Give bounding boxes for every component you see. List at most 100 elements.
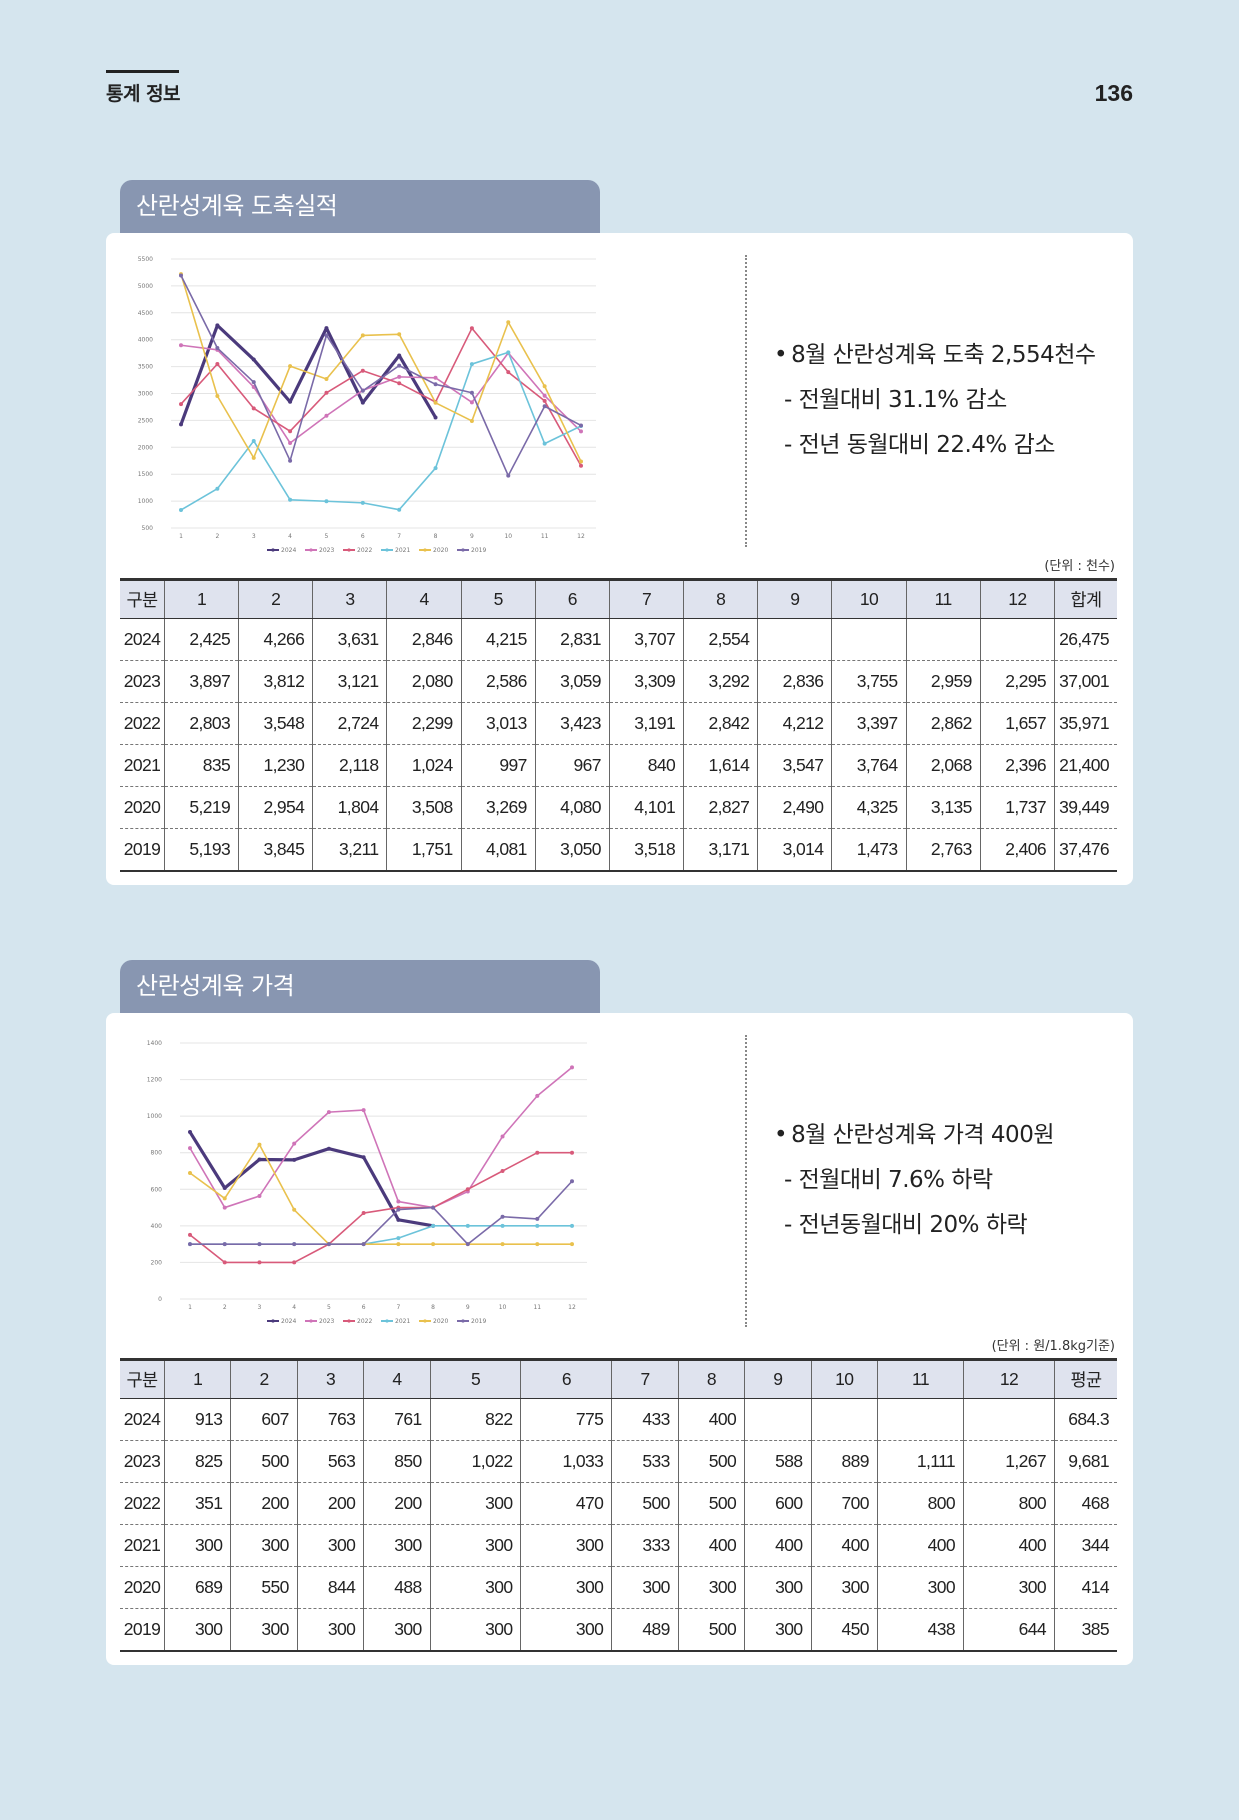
table-cell: 21,400 — [1054, 744, 1117, 787]
data-point — [542, 393, 547, 398]
data-point — [500, 1223, 505, 1228]
data-point — [326, 1242, 331, 1247]
row-year: 2019 — [120, 828, 165, 872]
data-point — [324, 499, 329, 504]
table-cell: 4,212 — [757, 702, 832, 745]
table-cell: 35,971 — [1054, 702, 1117, 745]
table-row: 2021 835 1,230 2,118 1,024 997 967 840 1,614 3,54… — [120, 744, 1117, 787]
series-line-2024 — [179, 323, 437, 425]
table-header-cell: 1 — [163, 578, 239, 619]
data-point — [251, 406, 256, 411]
series-line-2021 — [180, 351, 582, 511]
table-header-cell: 9 — [744, 1358, 812, 1399]
table-cell: 2,586 — [460, 660, 536, 703]
x-tick-label: 3 — [258, 1304, 262, 1311]
data-point — [292, 1141, 297, 1146]
table-cell: 822 — [429, 1398, 521, 1441]
x-tick-label: 1 — [179, 533, 183, 540]
y-tick-label: 200 — [151, 1259, 163, 1266]
data-point — [361, 1155, 366, 1160]
table-header-cell: 7 — [608, 578, 684, 619]
x-tick-label: 8 — [431, 1304, 435, 1311]
table-cell — [963, 1398, 1055, 1441]
table-cell: 400 — [677, 1524, 745, 1567]
table-row: 2023 825 500 563 850 1,022 1,033 533 500 588 889 1,… — [120, 1440, 1117, 1483]
data-point — [465, 1223, 470, 1228]
table-cell: 835 — [163, 744, 239, 787]
table-cell: 3,764 — [831, 744, 907, 787]
data-point — [397, 363, 402, 368]
y-tick-label: 1200 — [147, 1077, 162, 1084]
row-year: 2022 — [120, 1482, 165, 1525]
legend-label: 2024 — [281, 1318, 296, 1325]
table-header-cell: 11 — [905, 578, 981, 619]
table-cell: 500 — [677, 1608, 745, 1652]
table-cell: 400 — [963, 1524, 1055, 1567]
data-point — [431, 1205, 436, 1210]
table-cell: 300 — [810, 1566, 878, 1609]
y-tick-label: 1000 — [138, 498, 153, 505]
table-cell: 1,022 — [429, 1440, 521, 1483]
table-row: 2021 300 300 300 300 300 300 333 400 400 400 400 400… — [120, 1524, 1117, 1567]
data-point — [469, 326, 474, 331]
header-rule — [106, 70, 179, 73]
data-point — [579, 459, 583, 464]
data-point — [506, 350, 511, 355]
x-tick-label: 9 — [466, 1304, 470, 1311]
table-cell: 3,548 — [238, 702, 313, 745]
data-point — [397, 374, 402, 379]
table-cell: 300 — [744, 1566, 812, 1609]
data-point — [542, 384, 547, 389]
table-cell: 850 — [363, 1440, 431, 1483]
x-tick-label: 12 — [568, 1304, 576, 1311]
table-cell: 1,737 — [979, 786, 1055, 829]
table-cell: 1,657 — [979, 702, 1055, 745]
data-point — [215, 486, 220, 491]
table-cell: 3,897 — [163, 660, 239, 703]
table-cell: 9,681 — [1054, 1440, 1117, 1483]
slaughter-summary: • 8월 산란성계육 도축 2,554천수 - 전월대비 31.1% 감소 - 전… — [774, 333, 1096, 468]
table-cell: 300 — [429, 1524, 521, 1567]
data-point — [535, 1242, 540, 1247]
data-point — [469, 418, 474, 423]
legend-label: 2019 — [471, 547, 486, 554]
data-point — [433, 382, 438, 387]
data-point — [179, 402, 183, 407]
table-cell — [876, 1398, 964, 1441]
table-cell: 1,614 — [683, 744, 758, 787]
data-point — [397, 507, 402, 512]
unit-label: (단위 : 원/1.8kg기준) — [991, 1339, 1115, 1354]
table-header-cell: 5 — [429, 1358, 521, 1399]
data-point — [188, 1146, 192, 1151]
table-cell: 414 — [1054, 1566, 1117, 1609]
legend-marker — [309, 548, 313, 552]
series-line-2024 — [188, 1131, 434, 1228]
y-tick-label: 1400 — [147, 1040, 162, 1047]
table-cell: 300 — [296, 1524, 364, 1567]
table-cell: 550 — [230, 1566, 298, 1609]
table-cell: 5,193 — [163, 828, 239, 872]
table-cell: 761 — [363, 1398, 431, 1441]
table-cell: 200 — [363, 1482, 431, 1525]
table-header-cell: 구분 — [120, 1358, 165, 1399]
table-row: 2020 5,219 2,954 1,804 3,508 3,269 4,080 4,101 2… — [120, 786, 1117, 829]
table-header-cell: 10 — [810, 1358, 878, 1399]
data-point — [324, 326, 329, 331]
table-header-cell: 3 — [312, 578, 387, 619]
legend-marker — [271, 1319, 275, 1323]
x-tick-label: 9 — [470, 533, 474, 540]
data-point — [570, 1223, 574, 1228]
table-cell: 3,292 — [683, 660, 758, 703]
table-cell: 3,845 — [238, 828, 313, 872]
table-cell: 333 — [611, 1524, 679, 1567]
data-point — [433, 466, 438, 471]
data-point — [326, 1110, 331, 1115]
price-table: 구분 1 2 3 4 5 6 7 8 9 10 11 12 평균 2024 913 607 763 761 822 77… — [120, 1358, 1117, 1652]
table-cell: 500 — [677, 1440, 745, 1483]
legend-marker — [347, 1319, 351, 1323]
table-cell: 607 — [230, 1398, 298, 1441]
data-point — [222, 1196, 227, 1201]
table-cell — [979, 618, 1055, 661]
row-year: 2023 — [120, 660, 165, 703]
table-header-cell: 8 — [677, 1358, 745, 1399]
